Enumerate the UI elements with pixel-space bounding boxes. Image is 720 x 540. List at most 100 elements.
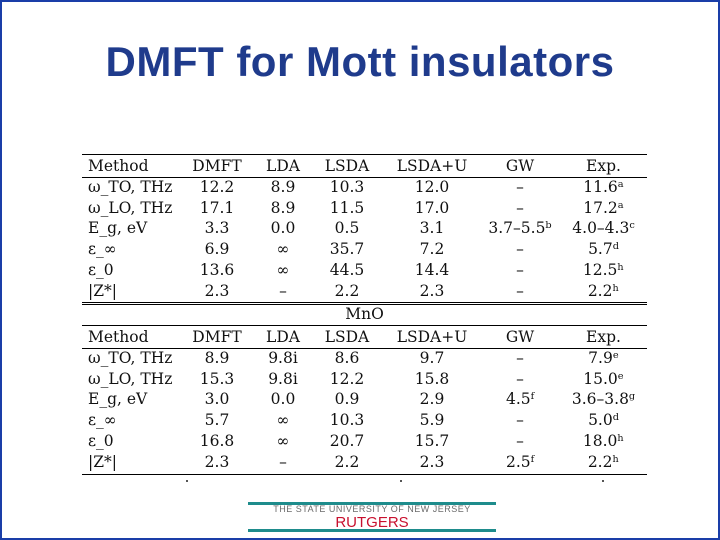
slide-title: DMFT for Mott insulators	[105, 38, 615, 85]
table-cell: 12.5ʰ	[582, 261, 625, 279]
table-cell: –	[516, 282, 524, 300]
header-cell: GW	[505, 157, 535, 175]
table-cell: 13.6	[199, 261, 235, 279]
table-cell: 12.2	[199, 178, 235, 196]
header-cell: DMFT	[192, 328, 242, 346]
table-row: E_g, eV 3.3 0.0 0.5 3.1 3.7–5.5ᵇ 4.0–4.3…	[82, 219, 647, 239]
table-cell: –	[516, 199, 524, 217]
table-cell: 12.2	[329, 370, 365, 388]
table-cell: 0.0	[270, 219, 296, 237]
table-cell: 11.6ᵃ	[583, 178, 624, 196]
row-label: E_g, eV	[88, 390, 148, 408]
table-cell: 2.2ʰ	[587, 453, 620, 471]
section-label: MnO	[345, 305, 384, 323]
header-cell: LSDA	[324, 157, 370, 175]
table-cell: 3.3	[204, 219, 230, 237]
table-cell: 5.0ᵈ	[588, 411, 619, 429]
table-cell: 2.3	[204, 282, 230, 300]
table-cell: 18.0ʰ	[582, 432, 625, 450]
table-header-row: Method DMFT LDA LSDA LSDA+U GW Exp.	[82, 157, 647, 177]
header-cell: Exp.	[586, 328, 621, 346]
footer-top-bar	[248, 502, 496, 505]
table-cell: –	[279, 453, 287, 471]
header-cell: LSDA+U	[396, 157, 468, 175]
header-cell: DMFT	[192, 157, 242, 175]
header-cell: LSDA	[324, 328, 370, 346]
table-cell: 20.7	[329, 432, 365, 450]
table-cell: 8.9	[270, 199, 296, 217]
table-cell: 44.5	[329, 261, 365, 279]
table-cell: 4.5ᶠ	[505, 390, 535, 408]
table-cell: 8.6	[334, 349, 360, 367]
table-cell: 14.4	[414, 261, 450, 279]
table-row: ω_LO, THz 15.3 9.8i 12.2 15.8 – 15.0ᵉ	[82, 370, 647, 390]
table-cell: 8.9	[204, 349, 230, 367]
header-rule	[82, 177, 647, 178]
footer-university-line: THE STATE UNIVERSITY OF NEW JERSEY	[273, 504, 471, 514]
table-cell: –	[516, 240, 524, 258]
header-cell: Method	[88, 157, 149, 175]
table-cell: 0.0	[270, 390, 296, 408]
table-row: |Z*| 2.3 – 2.2 2.3 – 2.2ʰ	[82, 282, 647, 302]
table-bottom-rule	[82, 474, 647, 475]
table-row: E_g, eV 3.0 0.0 0.9 2.9 4.5ᶠ 3.6–3.8ᵍ	[82, 390, 647, 410]
table-cell: 3.1	[419, 219, 445, 237]
row-label: ω_TO, THz	[88, 178, 173, 196]
table-cell: 35.7	[329, 240, 365, 258]
section-label-rule	[82, 325, 647, 326]
table-cell: 2.9	[419, 390, 445, 408]
cropped-row-remnant	[82, 480, 647, 486]
table-cell: 17.2ᵃ	[583, 199, 624, 217]
table-row: ε_0 16.8 ∞ 20.7 15.7 – 18.0ʰ	[82, 432, 647, 452]
table-cell: 5.7ᵈ	[588, 240, 619, 258]
row-label: ω_TO, THz	[88, 349, 173, 367]
table-cell: 9.7	[419, 349, 445, 367]
table-cell: 9.8i	[268, 349, 298, 367]
table-cell: 12.0	[414, 178, 450, 196]
table-cell: ∞	[276, 432, 290, 450]
table-cell: ∞	[276, 240, 290, 258]
table-cell: 2.2	[334, 453, 360, 471]
table-cell: 0.5	[334, 219, 360, 237]
row-label: |Z*|	[88, 453, 117, 471]
footer-bottom-bar	[248, 529, 496, 532]
table-cell: –	[279, 282, 287, 300]
header-cell: LDA	[266, 328, 300, 346]
table-row: ε_0 13.6 ∞ 44.5 14.4 – 12.5ʰ	[82, 261, 647, 281]
header-cell: LSDA+U	[396, 328, 468, 346]
table-cell: 10.3	[329, 411, 365, 429]
table-cell: –	[516, 370, 524, 388]
table-row: ε_∞ 5.7 ∞ 10.3 5.9 – 5.0ᵈ	[82, 411, 647, 431]
header-cell: GW	[505, 328, 535, 346]
table-cell: 8.9	[270, 178, 296, 196]
table-cell: 2.3	[419, 282, 445, 300]
header-cell: LDA	[266, 157, 300, 175]
table-cell: 4.0–4.3ᶜ	[572, 219, 635, 237]
table-cell: 0.9	[334, 390, 360, 408]
table-cell: –	[516, 411, 524, 429]
table-cell: 2.3	[204, 453, 230, 471]
table-cell: ∞	[276, 411, 290, 429]
header-cell: Method	[88, 328, 149, 346]
header-rule	[82, 348, 647, 349]
table-row: ω_TO, THz 12.2 8.9 10.3 12.0 – 11.6ᵃ	[82, 178, 647, 198]
table-cell: 2.5ᶠ	[505, 453, 535, 471]
table-row: ε_∞ 6.9 ∞ 35.7 7.2 – 5.7ᵈ	[82, 240, 647, 260]
table-cell: 3.6–3.8ᵍ	[571, 390, 636, 408]
table-row: |Z*| 2.3 – 2.2 2.3 2.5ᶠ 2.2ʰ	[82, 453, 647, 473]
table-cell: 7.9ᵉ	[588, 349, 619, 367]
table-cell: 9.8i	[268, 370, 298, 388]
row-label: ε_∞	[88, 411, 117, 429]
footer-logo-text: RUTGERS	[335, 514, 409, 531]
row-label: ε_∞	[88, 240, 117, 258]
table-cell: –	[516, 178, 524, 196]
table-cell: 2.2ʰ	[587, 282, 620, 300]
table-cell: 17.0	[414, 199, 450, 217]
table-cell: –	[516, 261, 524, 279]
table-cell: 3.7–5.5ᵇ	[488, 219, 552, 237]
table-row: ω_TO, THz 8.9 9.8i 8.6 9.7 – 7.9ᵉ	[82, 349, 647, 369]
table-cell: 15.3	[199, 370, 235, 388]
table-cell: ∞	[276, 261, 290, 279]
table-cell: –	[516, 432, 524, 450]
